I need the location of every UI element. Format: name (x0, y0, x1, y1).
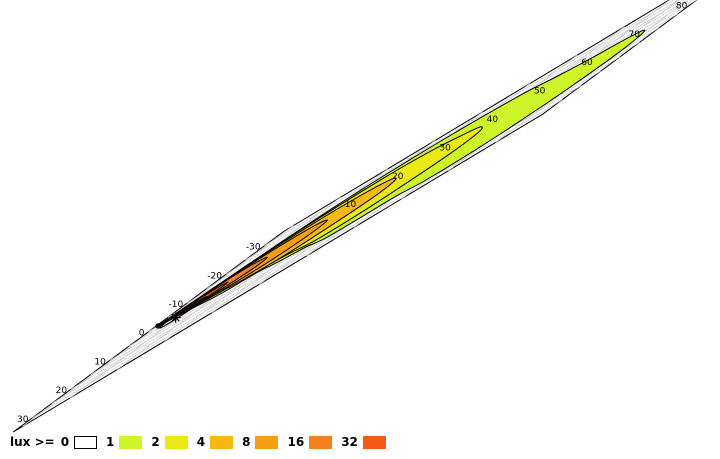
y-tick-label: 80 (676, 1, 688, 11)
legend: lux >= 0 1 2 4 8 16 32 (10, 432, 395, 452)
x-tick-label: 30 (17, 415, 29, 425)
tick-labels: -30-20-100102030102030405060708090100 (17, 1, 688, 425)
legend-value: 1 (106, 435, 115, 449)
x-tick-label: 20 (56, 386, 68, 396)
plane-outline (12, 0, 698, 433)
legend-title: lux >= (10, 435, 55, 449)
y-tick-label: 70 (629, 30, 641, 40)
legend-item: 2 (151, 435, 188, 449)
legend-value: 32 (341, 435, 358, 449)
x-tick-label: -30 (246, 243, 261, 253)
legend-item: 16 (287, 435, 333, 449)
legend-swatch (210, 435, 234, 449)
legend-value: 16 (287, 435, 305, 449)
legend-item: 0 (60, 435, 98, 449)
peak-marker (170, 312, 181, 323)
markers (155, 312, 181, 329)
grid-line-x (264, 0, 675, 246)
x-tick-label: -20 (207, 271, 222, 281)
x-tick-label: 10 (94, 357, 106, 367)
legend-swatch (309, 435, 333, 449)
legend-value: 0 (60, 435, 70, 449)
legend-item: 8 (242, 435, 279, 449)
y-tick-label: 30 (439, 143, 451, 153)
ground-plane (12, 0, 698, 433)
y-tick-label: 10 (345, 200, 357, 210)
legend-item: 4 (196, 435, 234, 449)
legend-value: 4 (196, 435, 206, 449)
y-tick-label: 50 (534, 87, 546, 97)
y-tick-label: 20 (392, 172, 404, 182)
legend-swatch (362, 435, 386, 449)
legend-value: 8 (242, 435, 251, 449)
legend-swatch (255, 435, 279, 449)
source-marker (155, 323, 161, 329)
y-tick-label: 40 (487, 115, 499, 125)
x-tick-label: -10 (169, 300, 184, 310)
grid-line-x (32, 99, 563, 419)
contour-fills (155, 29, 646, 329)
legend-swatch (164, 435, 188, 449)
legend-item: 32 (341, 435, 386, 449)
x-tick-label: 0 (139, 329, 145, 339)
legend-swatch (119, 435, 143, 449)
legend-swatch (74, 435, 98, 449)
legend-value: 2 (151, 435, 160, 449)
y-tick-label: 60 (581, 58, 593, 68)
legend-item: 1 (106, 435, 143, 449)
legend-items: 0 1 2 4 8 16 32 (61, 435, 395, 449)
